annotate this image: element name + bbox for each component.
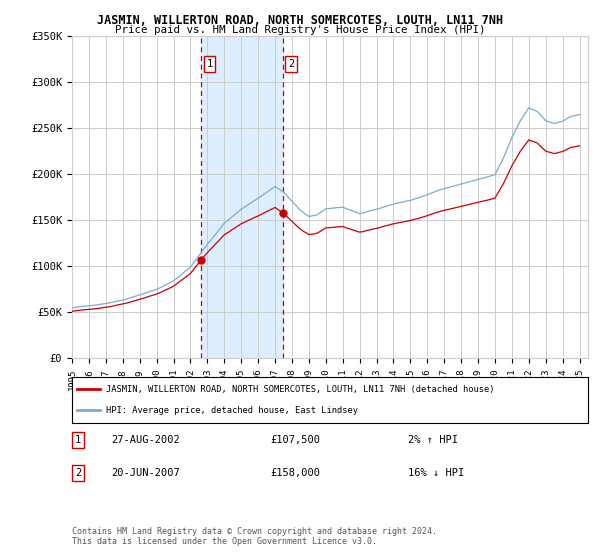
- Text: £158,000: £158,000: [270, 468, 320, 478]
- Text: 16% ↓ HPI: 16% ↓ HPI: [408, 468, 464, 478]
- Text: 27-AUG-2002: 27-AUG-2002: [111, 435, 180, 445]
- Bar: [202, 36, 283, 358]
- Text: 2% ↑ HPI: 2% ↑ HPI: [408, 435, 458, 445]
- Text: Price paid vs. HM Land Registry's House Price Index (HPI): Price paid vs. HM Land Registry's House …: [115, 25, 485, 35]
- Text: HPI: Average price, detached house, East Lindsey: HPI: Average price, detached house, East…: [106, 406, 358, 415]
- Text: 1: 1: [206, 59, 213, 69]
- Text: 20-JUN-2007: 20-JUN-2007: [111, 468, 180, 478]
- Text: Contains HM Land Registry data © Crown copyright and database right 2024.
This d: Contains HM Land Registry data © Crown c…: [72, 526, 437, 546]
- Text: JASMIN, WILLERTON ROAD, NORTH SOMERCOTES, LOUTH, LN11 7NH: JASMIN, WILLERTON ROAD, NORTH SOMERCOTES…: [97, 14, 503, 27]
- Text: JASMIN, WILLERTON ROAD, NORTH SOMERCOTES, LOUTH, LN11 7NH (detached house): JASMIN, WILLERTON ROAD, NORTH SOMERCOTES…: [106, 385, 494, 394]
- Text: £107,500: £107,500: [270, 435, 320, 445]
- Text: 1: 1: [75, 435, 81, 445]
- Text: 2: 2: [288, 59, 294, 69]
- Text: 2: 2: [75, 468, 81, 478]
